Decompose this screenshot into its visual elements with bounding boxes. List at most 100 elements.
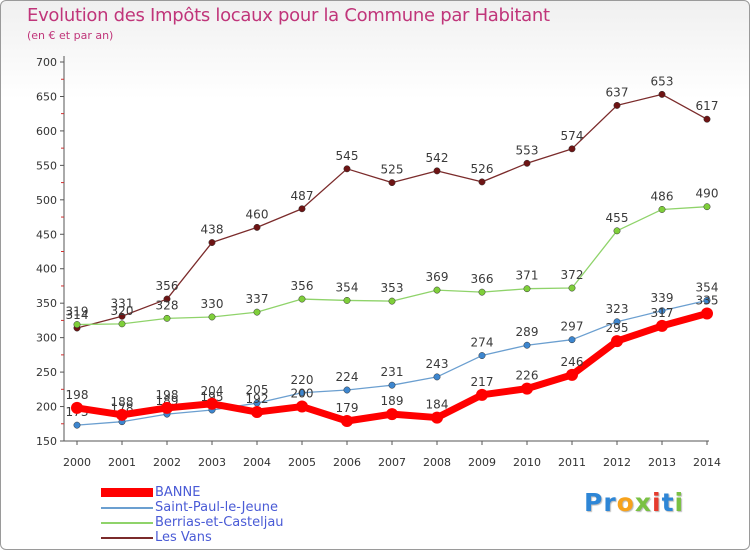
x-tick-label-2000: 2000 bbox=[63, 456, 91, 469]
x-tick-label-2009: 2009 bbox=[468, 456, 496, 469]
point-les-vans-2011 bbox=[568, 145, 576, 153]
point-berrias-et-casteljau-2002 bbox=[163, 314, 171, 322]
data-label-saint-paul-le-jeune-2004: 205 bbox=[246, 383, 269, 397]
y-tick-label-250: 250 bbox=[36, 366, 57, 379]
point-banne-2009 bbox=[476, 388, 488, 401]
point-berrias-et-casteljau-2004 bbox=[253, 308, 261, 316]
point-saint-paul-le-jeune-2010 bbox=[523, 341, 531, 349]
x-tick-label-2005: 2005 bbox=[288, 456, 316, 469]
data-label-les-vans-2014: 617 bbox=[696, 99, 719, 113]
data-label-banne-2013: 317 bbox=[651, 306, 674, 320]
logo-letter-4: i bbox=[652, 488, 662, 517]
point-berrias-et-casteljau-2001 bbox=[118, 320, 126, 328]
data-label-les-vans-2005: 487 bbox=[291, 189, 314, 203]
data-label-banne-2000: 198 bbox=[66, 388, 89, 402]
data-label-banne-2005: 200 bbox=[291, 387, 314, 401]
point-banne-2002 bbox=[161, 401, 173, 414]
point-saint-paul-le-jeune-2012 bbox=[613, 318, 621, 326]
x-tick-label-2010: 2010 bbox=[513, 456, 541, 469]
point-saint-paul-le-jeune-2007 bbox=[388, 381, 396, 389]
data-label-berrias-et-casteljau-2001: 320 bbox=[111, 304, 134, 318]
data-label-les-vans-2006: 545 bbox=[336, 149, 359, 163]
y-tick-label-450: 450 bbox=[36, 228, 57, 241]
point-saint-paul-le-jeune-2008 bbox=[433, 373, 441, 381]
x-tick-label-2008: 2008 bbox=[423, 456, 451, 469]
x-tick-label-2006: 2006 bbox=[333, 456, 361, 469]
point-banne-2011 bbox=[566, 368, 578, 381]
point-berrias-et-casteljau-2011 bbox=[568, 284, 576, 292]
data-label-saint-paul-le-jeune-2003: 195 bbox=[201, 390, 224, 404]
point-berrias-et-casteljau-2000 bbox=[73, 321, 81, 328]
data-label-berrias-et-casteljau-2002: 328 bbox=[156, 298, 179, 312]
point-saint-paul-le-jeune-2014 bbox=[703, 296, 711, 304]
data-label-banne-2009: 217 bbox=[471, 375, 494, 389]
data-label-les-vans-2008: 542 bbox=[426, 151, 449, 165]
y-tick-label-350: 350 bbox=[36, 297, 57, 310]
point-banne-2001 bbox=[116, 408, 128, 421]
legend-swatch-les-vans bbox=[101, 537, 153, 539]
point-les-vans-2008 bbox=[433, 167, 441, 175]
point-berrias-et-casteljau-2003 bbox=[208, 313, 216, 321]
chart-title: Evolution des Impôts locaux pour la Comm… bbox=[27, 5, 550, 26]
data-label-berrias-et-casteljau-2012: 455 bbox=[606, 211, 629, 225]
point-banne-2008 bbox=[431, 411, 443, 424]
data-label-saint-paul-le-jeune-2011: 297 bbox=[561, 320, 584, 334]
point-les-vans-2001 bbox=[118, 312, 126, 320]
point-berrias-et-casteljau-2012 bbox=[613, 227, 621, 235]
x-tick-label-2001: 2001 bbox=[108, 456, 136, 469]
data-label-banne-2011: 246 bbox=[561, 355, 584, 369]
point-les-vans-2010 bbox=[523, 159, 531, 167]
data-label-les-vans-2001: 331 bbox=[111, 296, 134, 310]
data-label-les-vans-2000: 314 bbox=[66, 308, 89, 322]
data-label-banne-2003: 204 bbox=[201, 384, 224, 398]
y-tick-label-500: 500 bbox=[36, 194, 57, 207]
logo-letter-5: t bbox=[661, 488, 675, 517]
point-les-vans-2005 bbox=[298, 205, 306, 213]
legend-item-les-vans: Les Vans bbox=[101, 530, 361, 545]
data-label-les-vans-2009: 526 bbox=[471, 162, 494, 176]
data-label-saint-paul-le-jeune-2008: 243 bbox=[426, 357, 449, 371]
logo-letter-1: r bbox=[603, 488, 617, 517]
data-label-berrias-et-casteljau-2013: 486 bbox=[651, 189, 674, 203]
data-label-saint-paul-le-jeune-2005: 220 bbox=[291, 373, 314, 387]
data-label-berrias-et-casteljau-2007: 353 bbox=[381, 281, 404, 295]
legend-label-berrias-et-casteljau: Berrias-et-Casteljau bbox=[155, 515, 284, 530]
x-tick-label-2003: 2003 bbox=[198, 456, 226, 469]
logo-letter-0: P bbox=[584, 488, 604, 517]
x-tick-label-2011: 2011 bbox=[558, 456, 586, 469]
point-berrias-et-casteljau-2009 bbox=[478, 288, 486, 296]
point-les-vans-2014 bbox=[703, 115, 711, 123]
point-berrias-et-casteljau-2007 bbox=[388, 297, 396, 305]
y-tick-label-600: 600 bbox=[36, 125, 57, 138]
data-label-berrias-et-casteljau-2008: 369 bbox=[426, 270, 449, 284]
data-label-berrias-et-casteljau-2006: 354 bbox=[336, 280, 359, 294]
data-label-banne-2001: 188 bbox=[111, 395, 134, 409]
point-saint-paul-le-jeune-2009 bbox=[478, 352, 486, 360]
data-label-banne-2010: 226 bbox=[516, 369, 539, 383]
point-saint-paul-le-jeune-2000 bbox=[73, 421, 81, 429]
data-label-banne-2006: 179 bbox=[336, 401, 359, 415]
logo-letter-2: o bbox=[616, 488, 635, 517]
data-label-banne-2002: 198 bbox=[156, 388, 179, 402]
data-label-saint-paul-le-jeune-2010: 289 bbox=[516, 325, 539, 339]
x-tick-label-2012: 2012 bbox=[603, 456, 631, 469]
point-berrias-et-casteljau-2013 bbox=[658, 206, 666, 213]
point-banne-2013 bbox=[656, 319, 668, 332]
data-label-les-vans-2012: 637 bbox=[606, 85, 629, 99]
point-berrias-et-casteljau-2010 bbox=[523, 285, 531, 293]
point-les-vans-2002 bbox=[163, 295, 171, 303]
y-tick-label-650: 650 bbox=[36, 90, 57, 103]
point-banne-2010 bbox=[521, 382, 533, 395]
data-label-banne-2007: 189 bbox=[381, 394, 404, 408]
data-label-les-vans-2004: 460 bbox=[246, 207, 269, 221]
x-tick-label-2014: 2014 bbox=[693, 456, 721, 469]
legend-item-saint-paul-le-jeune: Saint-Paul-le-Jeune bbox=[101, 500, 361, 515]
data-label-les-vans-2002: 356 bbox=[156, 279, 179, 293]
point-les-vans-2013 bbox=[658, 90, 666, 98]
y-tick-label-550: 550 bbox=[36, 159, 57, 172]
logo-letter-3: x bbox=[634, 488, 652, 517]
point-banne-2007 bbox=[386, 408, 398, 421]
point-les-vans-2006 bbox=[343, 165, 351, 173]
data-label-berrias-et-casteljau-2011: 372 bbox=[561, 268, 584, 282]
data-label-banne-2004: 192 bbox=[246, 392, 269, 406]
